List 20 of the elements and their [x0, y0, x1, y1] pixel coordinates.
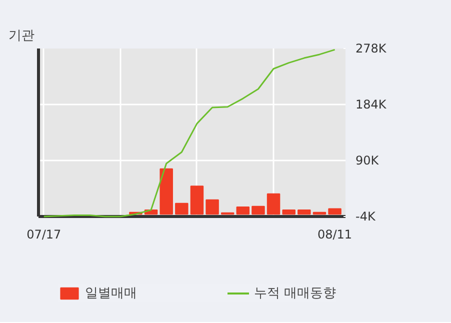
bar [236, 206, 250, 215]
bar [206, 199, 219, 215]
y-tick-label: -4K [356, 210, 376, 224]
bar [266, 193, 280, 215]
y-tick-label: 184K [356, 98, 388, 112]
legend-label: 누적 매매동향 [254, 285, 336, 302]
bar [252, 206, 265, 215]
legend-label: 일별매매 [85, 285, 137, 302]
y-tick-label: 278K [356, 42, 388, 56]
x-tick-label: 08/11 [317, 228, 352, 242]
bar [328, 208, 342, 215]
bar [160, 168, 173, 215]
bar [175, 202, 188, 215]
bar [298, 209, 311, 215]
line-series [43, 48, 336, 218]
x-tick-label: 07/17 [26, 228, 62, 242]
bar [282, 209, 296, 215]
bar [190, 186, 204, 215]
chart-title: 기관 [8, 28, 34, 44]
y-tick-label: 90K [356, 154, 380, 168]
